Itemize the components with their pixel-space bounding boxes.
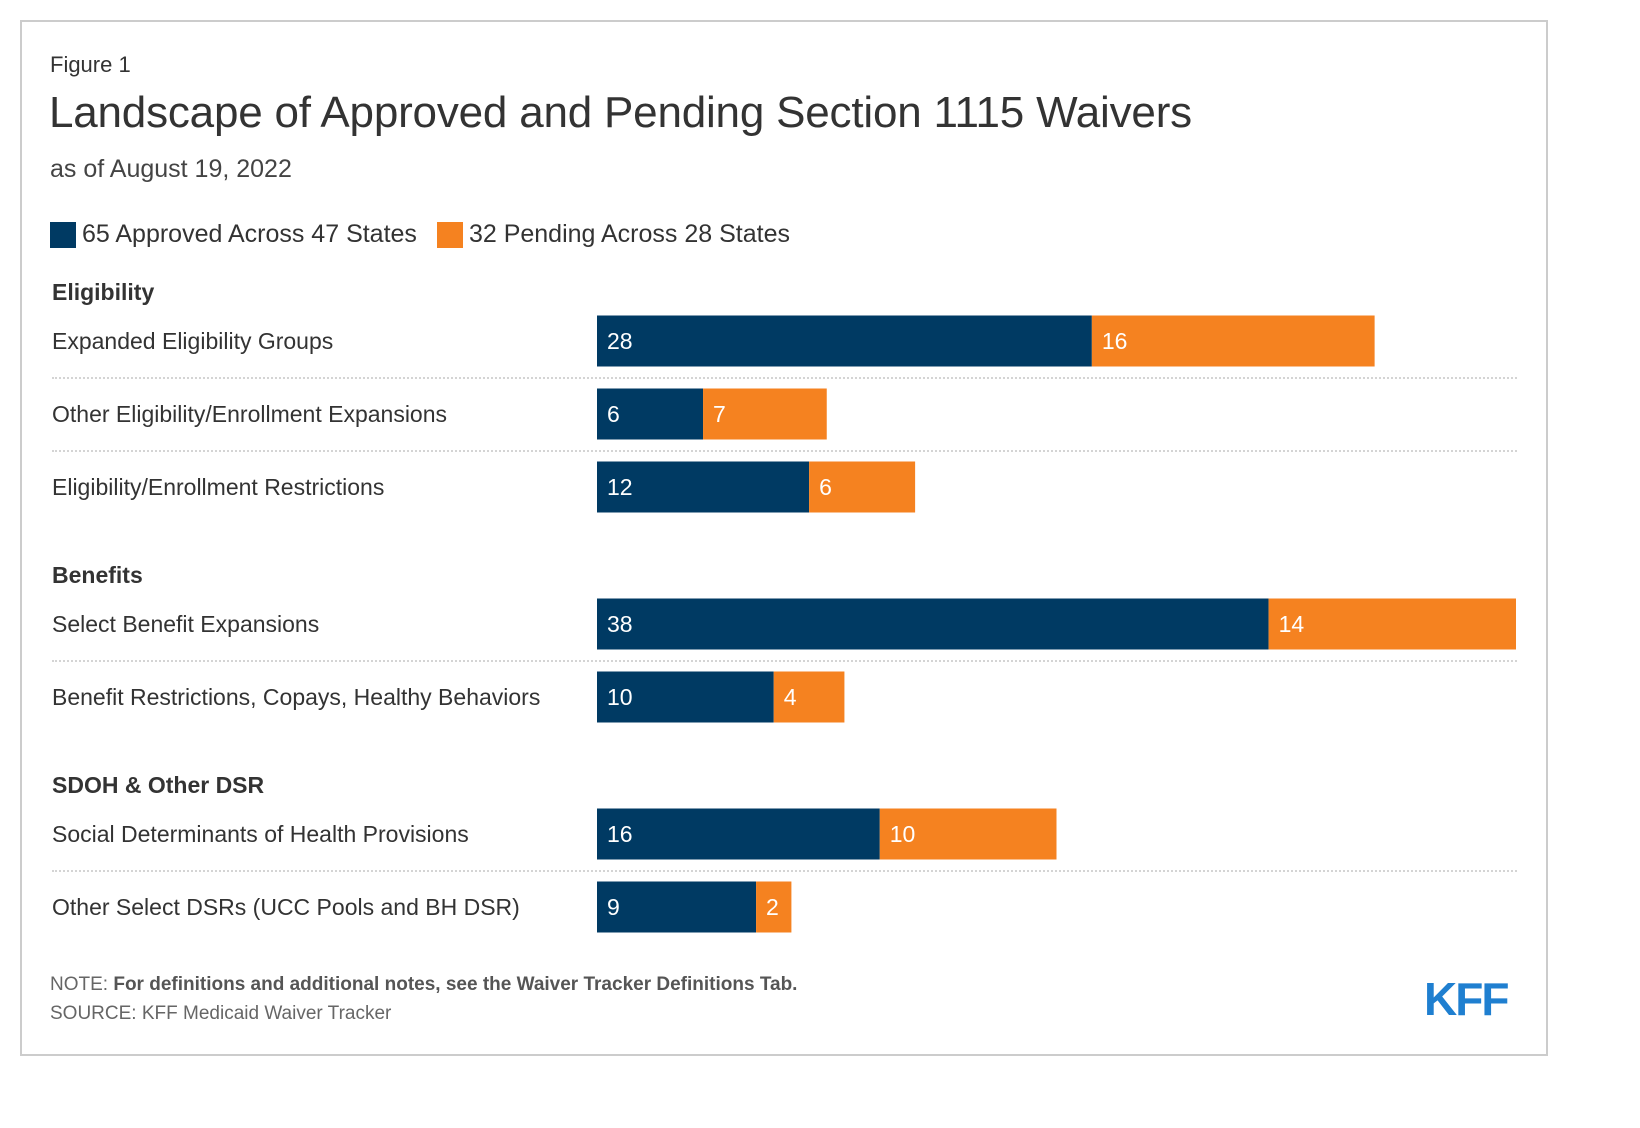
row-divider: [52, 660, 1517, 662]
figure-frame: [20, 20, 1548, 1056]
chart-subtitle: as of August 19, 2022: [50, 155, 292, 183]
row-label-other-dsrs: Other Select DSRs (UCC Pools and BH DSR): [52, 894, 520, 920]
bar-approved-5: [597, 808, 880, 860]
bar-approved-1: [597, 388, 704, 440]
legend-item-approved: 65 Approved Across 47 States: [50, 220, 417, 249]
bar-label-pending-6: 2: [766, 894, 779, 920]
row-label-benefit-expansions: Select Benefit Expansions: [52, 611, 320, 637]
bar-pending-1: [703, 388, 827, 440]
legend-swatch-pending: [436, 221, 463, 248]
row-divider: [52, 870, 1517, 872]
bar-approved-6: [597, 881, 757, 933]
row-label-expanded-eligibility: Expanded Eligibility Groups: [52, 328, 334, 354]
bar-label-approved-5: 16: [607, 821, 633, 847]
bar-label-approved-0: 28: [607, 328, 633, 354]
legend-label-pending: 32 Pending Across 28 States: [468, 220, 790, 248]
row-label-other-eligibility: Other Eligibility/Enrollment Expansions: [52, 401, 448, 427]
kff-logo: KFF: [1424, 973, 1509, 1025]
bar-label-approved-6: 9: [607, 894, 620, 920]
bar-pending-6: [756, 881, 792, 933]
row-divider: [52, 377, 1517, 379]
row-divider: [52, 450, 1517, 452]
bar-label-approved-4: 10: [607, 684, 633, 710]
bar-label-pending-0: 16: [1102, 328, 1128, 354]
group-header-eligibility: Eligibility: [52, 279, 155, 305]
bar-pending-5: [879, 808, 1057, 860]
legend-label-approved: 65 Approved Across 47 States: [82, 220, 417, 248]
row-label-eligibility-restrictions: Eligibility/Enrollment Restrictions: [52, 474, 385, 500]
legend-swatch-approved: [50, 221, 76, 248]
chart-title: Landscape of Approved and Pending Sectio…: [49, 88, 1192, 137]
legend: 65 Approved Across 47 States 32 Pending …: [50, 220, 810, 249]
group-header-benefits: Benefits: [52, 562, 143, 588]
footnote-text: For definitions and additional notes, se…: [113, 974, 798, 995]
bar-pending-0: [1091, 315, 1375, 367]
bar-approved-0: [597, 315, 1092, 367]
bar-label-pending-4: 4: [784, 684, 797, 710]
footnote: NOTE: For definitions and additional not…: [50, 974, 797, 996]
bar-approved-2: [597, 461, 810, 513]
bar-label-pending-2: 6: [819, 474, 832, 500]
bar-label-pending-3: 14: [1279, 611, 1305, 637]
bar-label-approved-1: 6: [607, 401, 620, 427]
bar-approved-4: [597, 671, 774, 723]
bar-pending-3: [1268, 598, 1516, 650]
bar-label-approved-2: 12: [607, 474, 633, 500]
row-label-sdoh-provisions: Social Determinants of Health Provisions: [52, 821, 469, 847]
bar-pending-2: [809, 461, 916, 513]
bar-label-approved-3: 38: [607, 611, 633, 637]
footnote-prefix: NOTE:: [50, 974, 109, 995]
bar-approved-3: [597, 598, 1269, 650]
bar-label-pending-1: 7: [713, 401, 726, 427]
bar-pending-4: [773, 671, 845, 723]
figure-label: Figure 1: [50, 52, 131, 77]
legend-item-pending: 32 Pending Across 28 States: [436, 220, 790, 249]
bar-label-pending-5: 10: [890, 821, 916, 847]
group-header-sdoh: SDOH & Other DSR: [52, 772, 265, 798]
source-note: SOURCE: KFF Medicaid Waiver Tracker: [50, 1003, 392, 1024]
row-label-benefit-restrictions: Benefit Restrictions, Copays, Healthy Be…: [52, 684, 541, 710]
